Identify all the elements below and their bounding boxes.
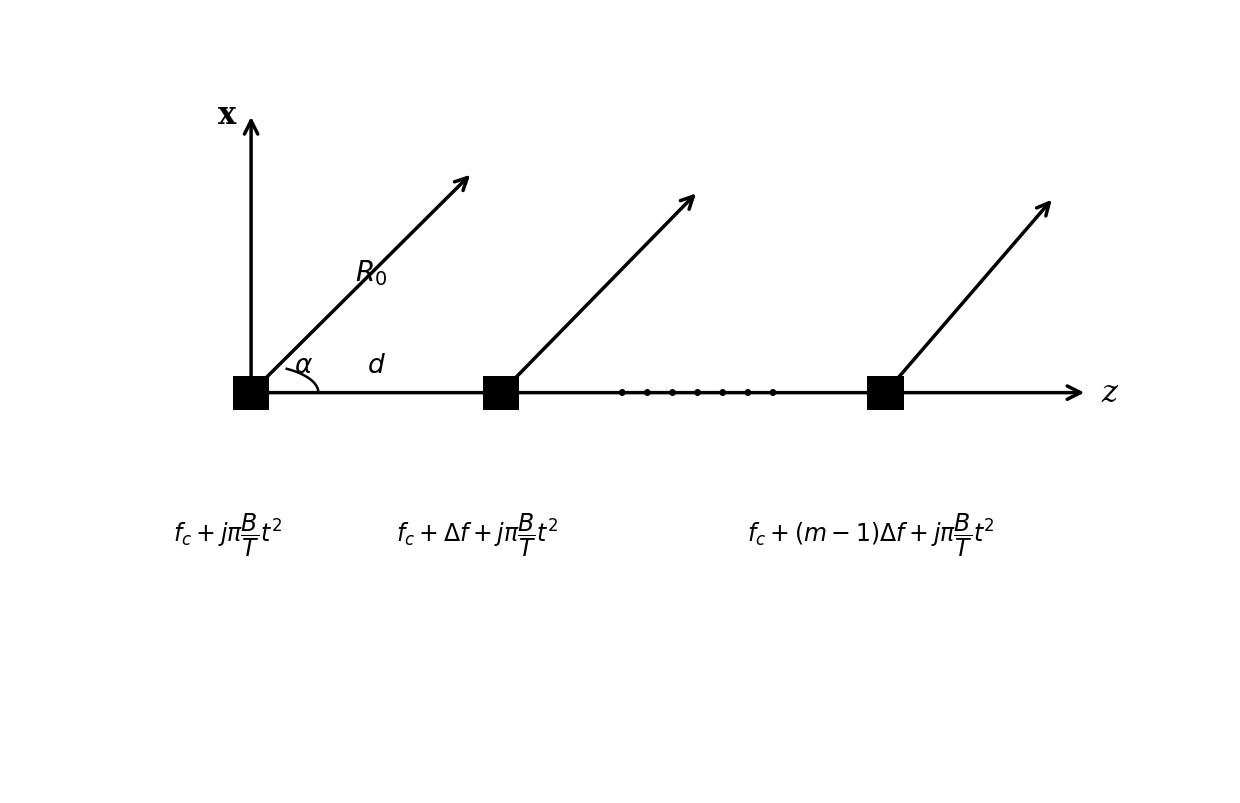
Text: · · · · · · ·: · · · · · · · xyxy=(616,378,780,412)
Text: $f_c + (m-1)\Delta f + j\pi\dfrac{B}{T}t^2$: $f_c + (m-1)\Delta f + j\pi\dfrac{B}{T}t… xyxy=(746,511,994,558)
Text: $f_c + j\pi\dfrac{B}{T}t^2$: $f_c + j\pi\dfrac{B}{T}t^2$ xyxy=(172,511,281,558)
Text: $\alpha$: $\alpha$ xyxy=(294,353,314,377)
Text: $R_0$: $R_0$ xyxy=(355,258,387,287)
Text: $d$: $d$ xyxy=(367,353,386,377)
Text: x: x xyxy=(218,100,236,130)
Text: $f_c + \Delta f + j\pi\dfrac{B}{T}t^2$: $f_c + \Delta f + j\pi\dfrac{B}{T}t^2$ xyxy=(396,511,558,558)
Bar xyxy=(867,376,904,410)
Bar xyxy=(233,376,269,410)
Bar xyxy=(482,376,520,410)
Text: z: z xyxy=(1101,377,1117,409)
